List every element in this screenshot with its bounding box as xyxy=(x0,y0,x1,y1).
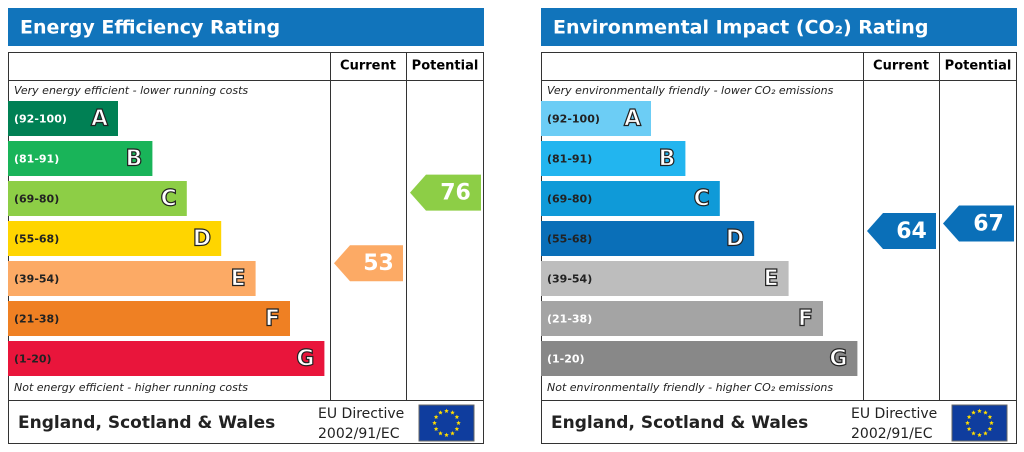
band-letter: D xyxy=(193,227,211,252)
eu-star xyxy=(454,414,460,419)
eu-star xyxy=(450,430,455,436)
eu-star xyxy=(432,420,437,425)
header-potential: Potential xyxy=(945,59,1012,74)
band-range: (39-54) xyxy=(547,273,592,286)
rating-arrow xyxy=(334,245,403,282)
band-letter: E xyxy=(231,267,246,292)
eu-star xyxy=(438,410,443,415)
rating-band xyxy=(8,141,153,176)
band-range: (39-54) xyxy=(14,273,59,286)
footer-directive: EU Directive xyxy=(851,406,937,422)
panel-title: Energy Efficiency Rating xyxy=(20,17,280,39)
band-range: (81-91) xyxy=(547,153,592,166)
title-bar xyxy=(541,8,1017,46)
footer-directive: 2002/91/EC xyxy=(851,426,933,442)
rating-band xyxy=(541,181,720,216)
footer-directive: 2002/91/EC xyxy=(318,426,400,442)
rating-band xyxy=(8,261,256,296)
rating-band xyxy=(8,221,222,256)
rating-band xyxy=(8,301,290,336)
rating-value: 76 xyxy=(440,181,471,206)
eu-star xyxy=(971,410,976,415)
header-current: Current xyxy=(340,59,396,74)
band-range: (69-80) xyxy=(547,193,592,206)
eu-star xyxy=(977,432,982,437)
band-range: (1-20) xyxy=(547,353,585,366)
rating-arrow xyxy=(867,213,936,249)
band-range: (92-100) xyxy=(547,113,600,126)
band-letter: A xyxy=(624,107,641,132)
header-current: Current xyxy=(873,59,929,74)
band-letter: E xyxy=(764,267,779,292)
eu-star xyxy=(433,414,439,419)
rating-band xyxy=(8,181,187,216)
rating-band xyxy=(541,341,858,376)
eu-star xyxy=(444,408,449,413)
band-letter: D xyxy=(726,227,744,252)
footer-region: England, Scotland & Wales xyxy=(551,413,808,433)
band-range: (55-68) xyxy=(547,233,592,246)
band-range: (81-91) xyxy=(14,153,59,166)
band-letter: A xyxy=(91,107,108,132)
band-range: (92-100) xyxy=(14,113,67,126)
band-letter: G xyxy=(296,347,314,372)
eu-star xyxy=(454,426,460,431)
rating-value: 67 xyxy=(973,212,1004,237)
top-note: Very environmentally friendly - lower CO… xyxy=(547,84,834,97)
band-letter: C xyxy=(694,187,710,212)
band-letter: C xyxy=(161,187,177,212)
eu-star xyxy=(966,414,972,419)
rating-band xyxy=(541,261,789,296)
rating-value: 64 xyxy=(896,219,927,244)
rating-band xyxy=(541,301,823,336)
rating-band xyxy=(541,101,651,136)
footer-directive: EU Directive xyxy=(318,406,404,422)
top-note: Very energy efficient - lower running co… xyxy=(14,84,248,97)
rating-band xyxy=(541,221,755,256)
band-letter: F xyxy=(265,307,280,332)
band-letter: B xyxy=(126,147,143,172)
eu-star xyxy=(966,426,972,431)
band-range: (21-38) xyxy=(547,313,592,326)
rating-band xyxy=(8,341,325,376)
panel-title: Environmental Impact (CO₂) Rating xyxy=(553,17,928,39)
eu-star xyxy=(971,430,976,436)
eu-star xyxy=(983,410,988,415)
header-potential: Potential xyxy=(412,59,479,74)
band-letter: B xyxy=(659,147,676,172)
eu-star xyxy=(456,420,461,425)
footer-region: England, Scotland & Wales xyxy=(18,413,275,433)
rating-band xyxy=(541,141,686,176)
rating-band xyxy=(8,101,118,136)
rating-arrow xyxy=(943,205,1014,242)
band-range: (1-20) xyxy=(14,353,52,366)
band-range: (69-80) xyxy=(14,193,59,206)
band-letter: G xyxy=(829,347,847,372)
eu-star xyxy=(965,420,970,425)
band-range: (55-68) xyxy=(14,233,59,246)
eu-star xyxy=(989,420,994,425)
eu-star xyxy=(438,430,443,436)
eu-star xyxy=(987,426,993,431)
bottom-note: Not energy efficient - higher running co… xyxy=(14,381,248,394)
eu-star xyxy=(433,426,439,431)
title-bar xyxy=(8,8,484,46)
bottom-note: Not environmentally friendly - higher CO… xyxy=(547,381,833,394)
band-letter: F xyxy=(798,307,813,332)
rating-value: 53 xyxy=(363,251,394,276)
eu-star xyxy=(983,430,988,436)
eu-star xyxy=(444,432,449,437)
eu-star xyxy=(987,414,993,419)
eu-star xyxy=(450,410,455,415)
rating-arrow xyxy=(410,174,481,211)
band-range: (21-38) xyxy=(14,313,59,326)
eu-star xyxy=(977,408,982,413)
